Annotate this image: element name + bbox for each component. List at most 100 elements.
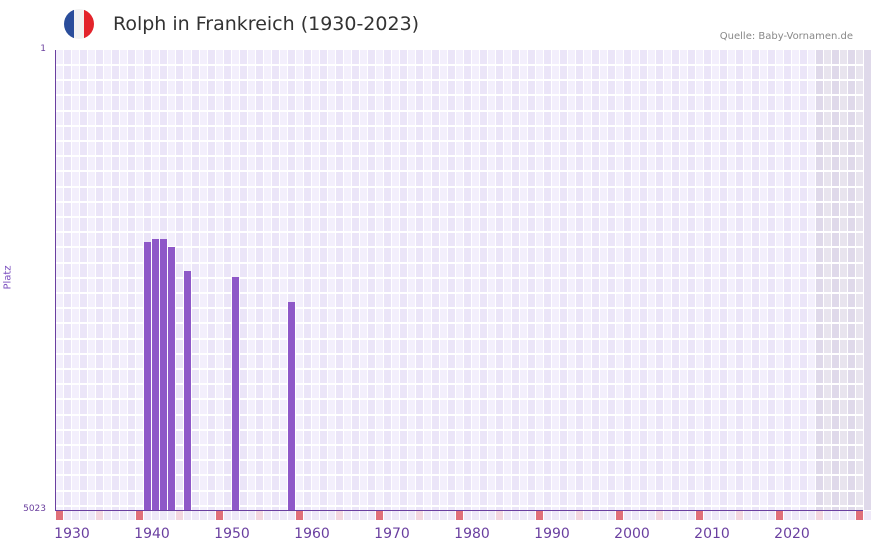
grid-column: [392, 50, 399, 510]
grid-column: [200, 50, 207, 510]
grid-column: [744, 50, 751, 510]
grid-column: [256, 50, 263, 510]
year-marker: [768, 511, 775, 520]
year-marker: [656, 511, 663, 520]
grid-column: [416, 50, 423, 510]
grid-column: [504, 50, 511, 510]
grid-column: [304, 50, 311, 510]
grid-column: [192, 50, 199, 510]
year-marker: [848, 511, 855, 520]
bar-1941[interactable]: [152, 238, 159, 510]
bar-1958[interactable]: [288, 301, 295, 510]
grid-column: [368, 50, 375, 510]
flag-white-stripe: [74, 9, 84, 39]
year-marker: [696, 511, 703, 520]
grid-column: [440, 50, 447, 510]
x-tick-label: 1950: [214, 526, 250, 542]
year-marker: [816, 511, 823, 520]
grid-column: [560, 50, 567, 510]
grid-column: [736, 50, 743, 510]
grid-column: [528, 50, 535, 510]
year-marker: [712, 511, 719, 520]
grid-column: [784, 50, 791, 510]
grid-column: [336, 50, 343, 510]
year-marker: [776, 511, 783, 520]
grid-column: [544, 50, 551, 510]
grid-column: [96, 50, 103, 510]
year-marker: [360, 511, 367, 520]
year-marker: [704, 511, 711, 520]
grid-column: [576, 50, 583, 510]
x-axis-line: [55, 510, 863, 511]
grid-column: [344, 50, 351, 510]
year-marker: [536, 511, 543, 520]
year-marker: [808, 511, 815, 520]
grid-column: [512, 50, 519, 510]
year-marker: [736, 511, 743, 520]
year-marker: [152, 511, 159, 520]
grid-column: [432, 50, 439, 510]
grid-column: [176, 50, 183, 510]
grid-column: [640, 50, 647, 510]
year-marker: [56, 511, 63, 520]
grid-column: [688, 50, 695, 510]
year-marker: [496, 511, 503, 520]
grid-column: [448, 50, 455, 510]
year-marker: [384, 511, 391, 520]
year-marker: [592, 511, 599, 520]
grid-row-line: [55, 201, 863, 203]
grid-row-line: [55, 368, 863, 370]
y-axis-title: Platz: [2, 265, 14, 290]
grid-row-line: [55, 79, 863, 81]
grid-row-line: [55, 125, 863, 127]
grid-column: [264, 50, 271, 510]
year-marker: [392, 511, 399, 520]
year-marker: [256, 511, 263, 520]
grid-column: [704, 50, 711, 510]
grid-column: [384, 50, 391, 510]
grid-column: [104, 50, 111, 510]
plot-area: [55, 50, 871, 511]
x-tick-label: 1930: [54, 526, 90, 542]
france-flag-icon: [64, 9, 94, 39]
grid-row-line: [55, 459, 863, 461]
year-marker: [280, 511, 287, 520]
year-marker: [744, 511, 751, 520]
year-marker: [104, 511, 111, 520]
year-marker: [568, 511, 575, 520]
grid-row-line: [55, 216, 863, 218]
year-marker: [416, 511, 423, 520]
grid-row-line: [55, 262, 863, 264]
grid-row-line: [55, 474, 863, 476]
grid-row-line: [55, 322, 863, 324]
grid-column: [408, 50, 415, 510]
year-marker: [368, 511, 375, 520]
year-marker: [96, 511, 103, 520]
year-marker: [584, 511, 591, 520]
bar-1945[interactable]: [184, 271, 191, 510]
year-marker: [144, 511, 151, 520]
grid-row-line: [55, 398, 863, 400]
grid-column: [856, 50, 863, 510]
x-tick-label: 1940: [134, 526, 170, 542]
year-marker: [424, 511, 431, 520]
x-tick-label: 2020: [774, 526, 810, 542]
background-grid: [55, 50, 871, 510]
year-marker: [672, 511, 679, 520]
grid-column: [680, 50, 687, 510]
bar-1940[interactable]: [144, 241, 151, 510]
year-marker: [520, 511, 527, 520]
year-marker: [248, 511, 255, 520]
grid-column: [672, 50, 679, 510]
bar-1942[interactable]: [160, 238, 167, 510]
bar-1943[interactable]: [168, 247, 175, 510]
grid-column: [328, 50, 335, 510]
grid-column: [712, 50, 719, 510]
grid-column: [792, 50, 799, 510]
grid-column: [208, 50, 215, 510]
grid-row-line: [55, 277, 863, 279]
grid-column: [472, 50, 479, 510]
year-marker: [512, 511, 519, 520]
bar-1951[interactable]: [232, 276, 239, 510]
grid-column: [536, 50, 543, 510]
